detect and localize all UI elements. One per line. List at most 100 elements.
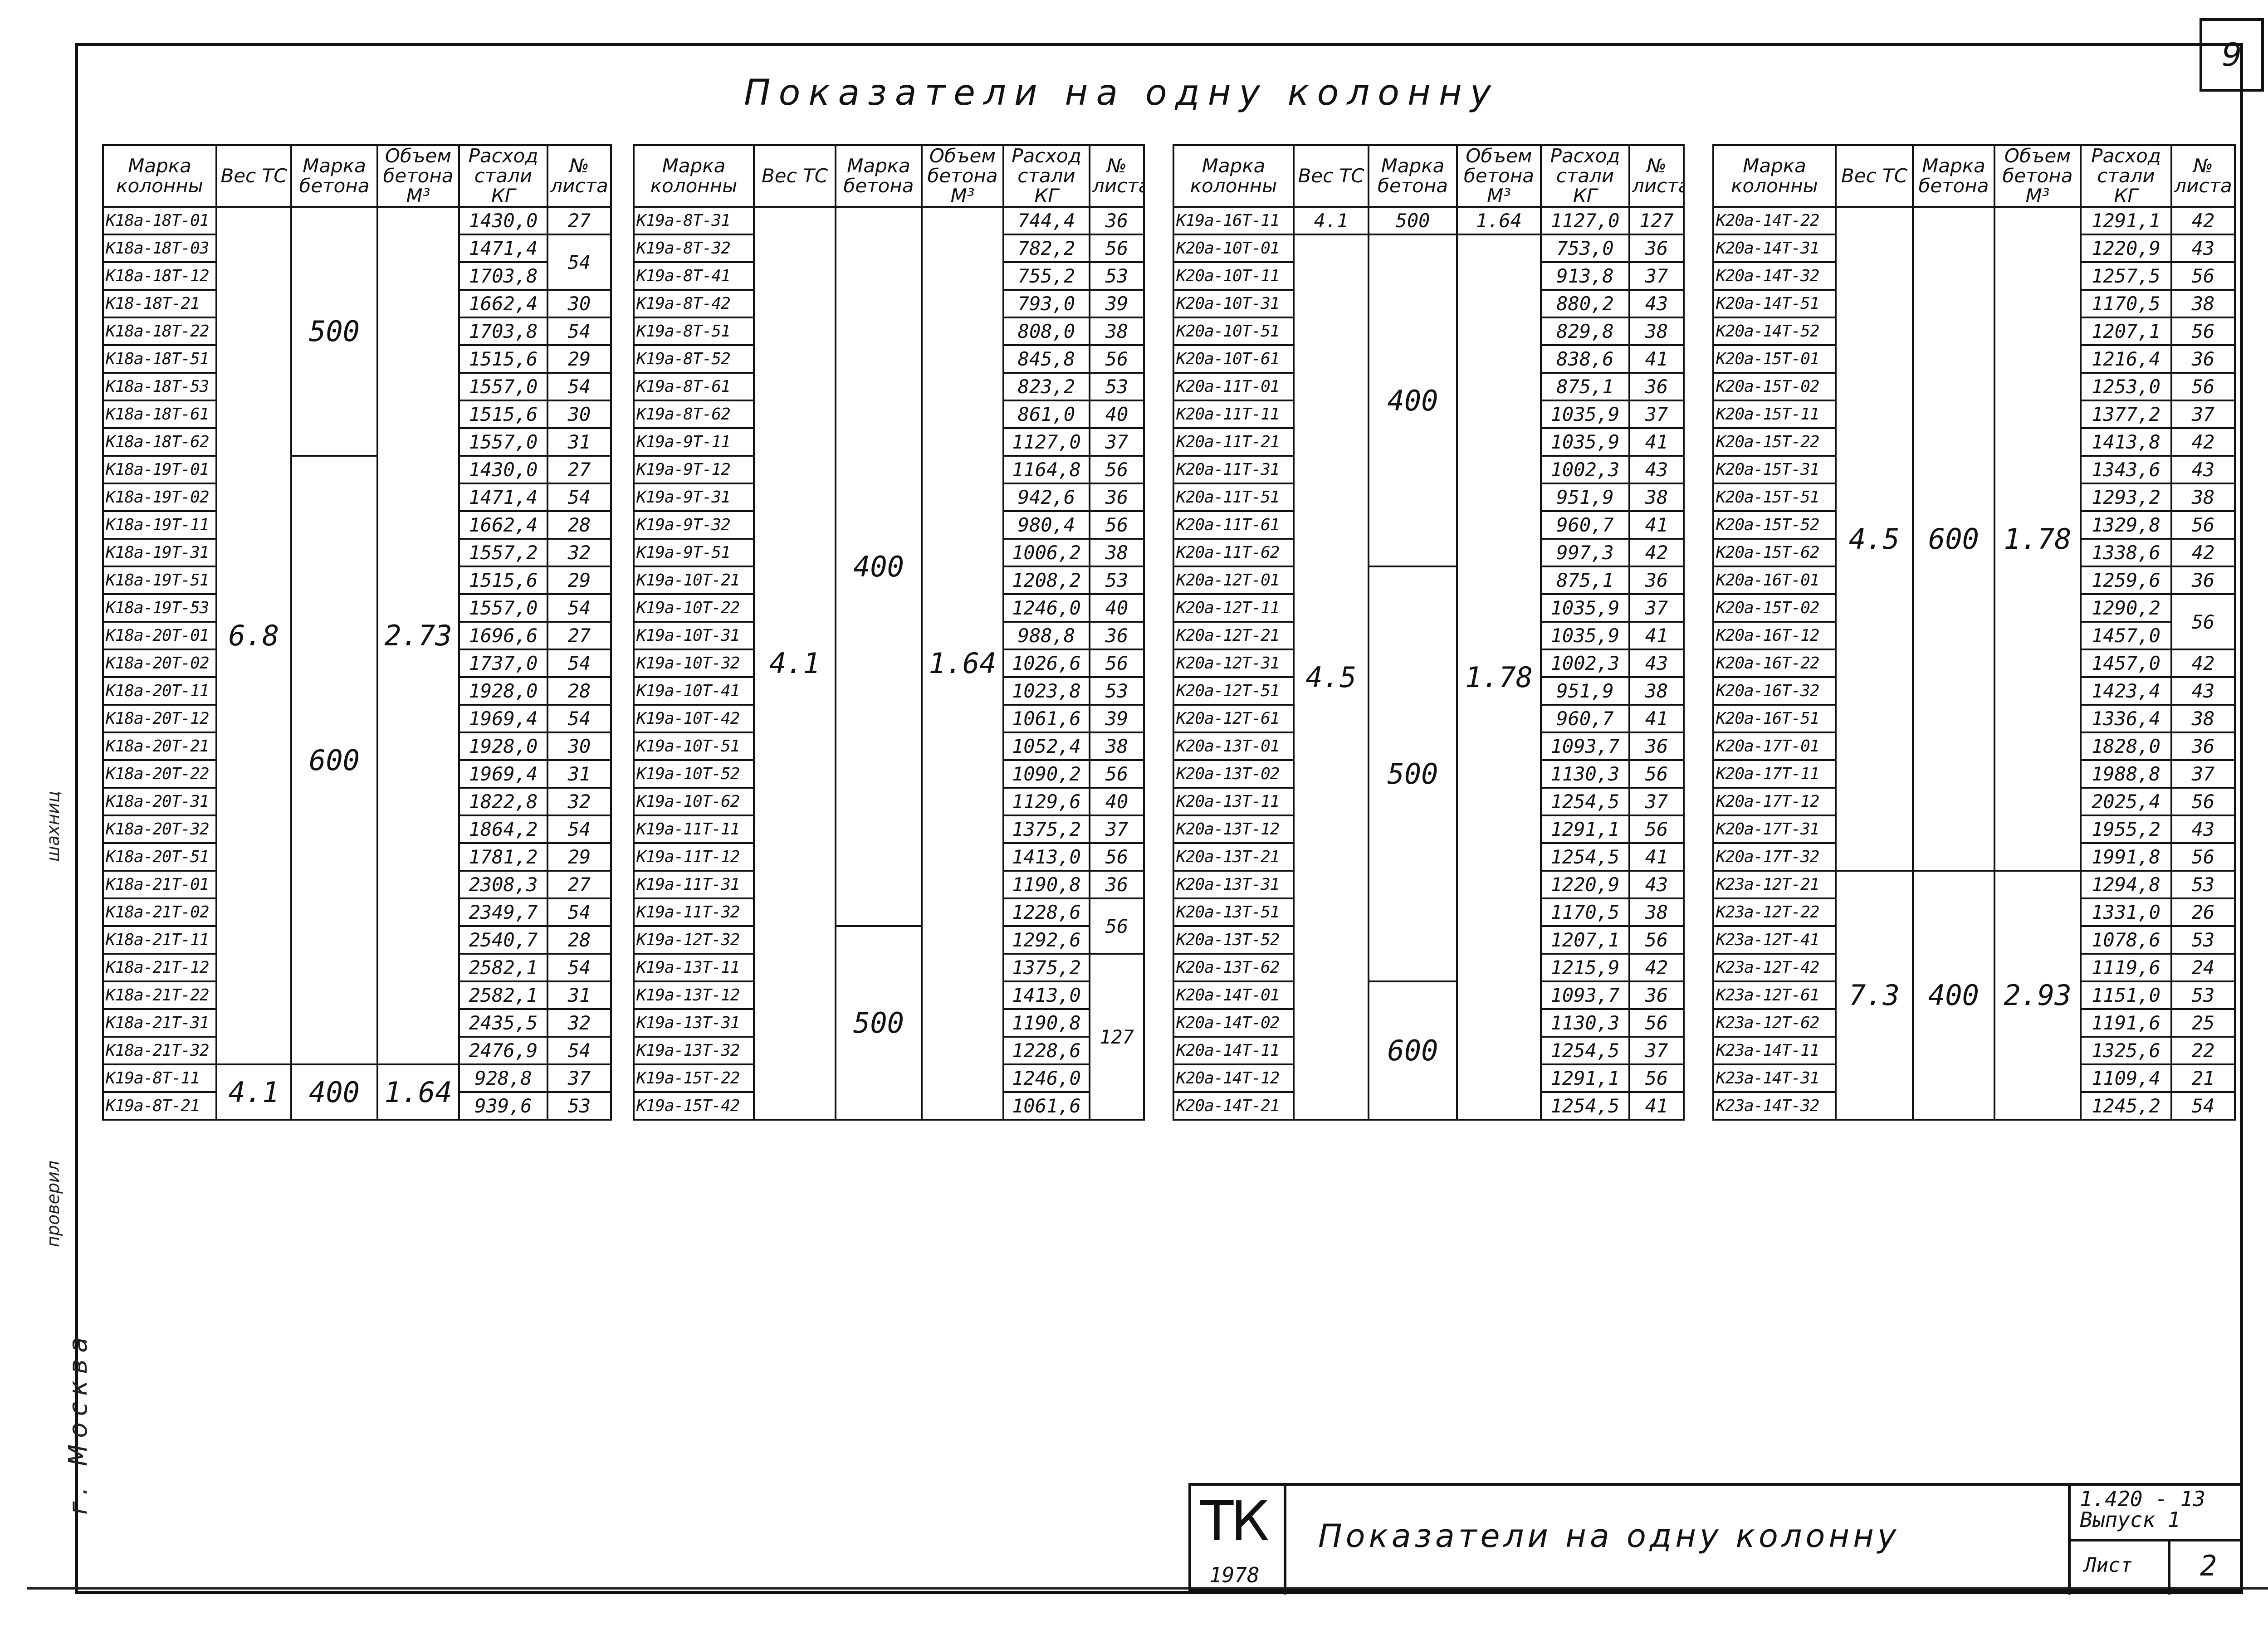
steel-value: 1331,0 — [2080, 897, 2172, 927]
sheet-value: 37 — [1628, 593, 1685, 623]
steel-value: 829,8 — [1540, 317, 1630, 346]
steel-value: 1375,2 — [1002, 953, 1090, 982]
steel-value: 1127,0 — [1002, 427, 1090, 457]
series-code: 1.420 - 13 — [2080, 1487, 2205, 1511]
steel-value: 1119,6 — [2080, 953, 2172, 982]
steel-value: 1329,8 — [2080, 510, 2172, 540]
table-row: К23а-12Т-61 1151,0 53 — [1712, 980, 2236, 1010]
sheet-value: 43 — [2170, 676, 2236, 706]
sheet-value: 40 — [1089, 593, 1145, 623]
sheet-value: 56 — [1089, 842, 1145, 872]
table-row: К18а-21Т-32 2476,9 54 — [102, 1036, 612, 1065]
steel-value: 2435,5 — [458, 1008, 548, 1038]
sheet-value: 43 — [1628, 455, 1685, 484]
column-mark: К18а-18Т-12 — [102, 261, 217, 291]
weight-value: 4.1 — [1293, 206, 1369, 235]
table-block-2: Марка колонны Вес ТС Марка бетона Объем бет… — [633, 144, 1145, 1121]
header-weight: Вес ТС — [1293, 144, 1369, 208]
column-mark: К20а-16Т-12 — [1712, 621, 1837, 650]
sheet-value: 36 — [1089, 621, 1145, 650]
header-sheet: № листа — [2170, 144, 2236, 208]
sheet-value: 56 — [1628, 1008, 1685, 1038]
sheet-value: 56 — [1089, 234, 1145, 263]
stamp-title: Показатели на одну колонну — [1318, 1517, 1900, 1555]
group-value: 4.1 — [215, 1063, 292, 1121]
steel-value: 939,6 — [458, 1091, 548, 1121]
column-mark: К20а-13Т-01 — [1173, 732, 1295, 761]
table-row: К19а-8Т-62 861,0 40 — [633, 400, 1145, 429]
sheet-value: 56 — [1628, 1063, 1685, 1093]
sheet-value: 24 — [2170, 953, 2236, 982]
table-row: К20а-14Т-02 1130,3 56 — [1173, 1008, 1685, 1038]
group-value: 500 — [1368, 566, 1458, 982]
table-row: К20а-13Т-02 1130,3 56 — [1173, 759, 1685, 789]
column-mark: К19а-10Т-31 — [633, 621, 755, 650]
steel-value: 1006,2 — [1002, 538, 1090, 567]
table-row: К19а-13Т-11 1375,2 127 — [633, 953, 1145, 1121]
column-mark: К19а-10Т-32 — [633, 649, 755, 678]
sheet-value: 37 — [1089, 815, 1145, 844]
steel-value: 1291,1 — [2080, 206, 2172, 235]
steel-value: 1557,0 — [458, 372, 548, 401]
sheet-value: 37 — [1628, 261, 1685, 291]
sheet-value: 41 — [1628, 510, 1685, 540]
steel-value: 1457,0 — [2080, 621, 2172, 650]
table-row: К18а-18Т-12 1703,8 — [102, 261, 611, 291]
column-mark: К20а-10Т-51 — [1173, 317, 1295, 346]
steel-value: 1343,6 — [2080, 455, 2172, 484]
column-mark: К20а-11Т-51 — [1173, 483, 1295, 512]
sheet-value: 54 — [547, 483, 612, 512]
column-mark: К19а-9Т-31 — [633, 483, 755, 512]
steel-value: 1662,4 — [458, 510, 548, 540]
sheet-value: 54 — [547, 317, 612, 346]
steel-value: 1430,0 — [458, 455, 548, 484]
logo-year: 1978 — [1209, 1563, 1260, 1587]
table-row: К18а-20Т-21 1928,0 30 — [102, 732, 612, 761]
steel-value: 1969,4 — [458, 759, 548, 789]
steel-value: 1023,8 — [1002, 676, 1090, 706]
steel-value: 1151,0 — [2080, 980, 2172, 1010]
steel-value: 1336,4 — [2080, 704, 2172, 733]
sheet-value: 39 — [1089, 289, 1145, 318]
column-mark: К20а-16Т-51 — [1712, 704, 1837, 733]
steel-value: 951,9 — [1540, 676, 1630, 706]
sheet-value: 54 — [547, 815, 612, 844]
sheet-value: 53 — [1089, 372, 1145, 401]
table-row: К18а-20Т-32 1864,2 54 — [102, 815, 612, 844]
table-row: К20а-11Т-61 960,7 41 — [1173, 510, 1685, 540]
group-value: 600 — [1368, 980, 1458, 1121]
header-sheet: № листа — [1089, 144, 1145, 208]
sheet-value: 38 — [2170, 483, 2236, 512]
column-mark: К19а-15Т-22 — [633, 1063, 755, 1093]
sheet-value: 38 — [2170, 289, 2236, 318]
header-mark: Марка колонны — [1173, 144, 1295, 208]
steel-value: 2582,1 — [458, 980, 548, 1010]
sheet-value: 32 — [547, 1008, 612, 1038]
stamp-sheet-separator — [2168, 1539, 2170, 1595]
steel-value: 1254,5 — [1540, 787, 1630, 816]
table-row: К19а-13Т-12 1413,0 — [633, 980, 1144, 1010]
table-row: К23а-14Т-32 1245,2 54 — [1712, 1091, 2236, 1121]
steel-value: 1035,9 — [1540, 400, 1630, 429]
stamp-code-box: 1.420 - 13 Выпуск 1 Лист 2 — [2068, 1486, 2240, 1595]
table-row: К23а-12Т-41 1078,6 53 — [1712, 925, 2236, 955]
steel-value: 1557,0 — [458, 427, 548, 457]
column-mark: К20а-12Т-01 — [1173, 566, 1295, 595]
steel-value: 1228,6 — [1002, 1036, 1090, 1065]
sheet-value: 36 — [2170, 732, 2236, 761]
column-mark: К19а-8Т-52 — [633, 344, 755, 374]
sheet-value: 36 — [2170, 344, 2236, 374]
group-value: 4.5 — [1293, 234, 1369, 1121]
table-row: К18-18Т-21 1662,4 30 — [102, 289, 612, 318]
sheet-value: 36 — [1628, 566, 1685, 595]
column-mark: К18а-21Т-32 — [102, 1036, 217, 1065]
steel-value: 1220,9 — [2080, 234, 2172, 263]
header-row: Марка колонны Вес ТС Марка бетона Объем бет… — [1712, 144, 2236, 208]
column-mark: К18а-21Т-11 — [102, 925, 217, 955]
column-mark: К20а-14Т-22 — [1712, 206, 1837, 235]
table-row: К19а-9Т-32 980,4 56 — [633, 510, 1145, 540]
sheet-value: 56 — [2170, 842, 2236, 872]
column-mark: К19а-9Т-32 — [633, 510, 755, 540]
sheet-value: 37 — [1628, 1036, 1685, 1065]
sheet-value: 30 — [547, 289, 612, 318]
